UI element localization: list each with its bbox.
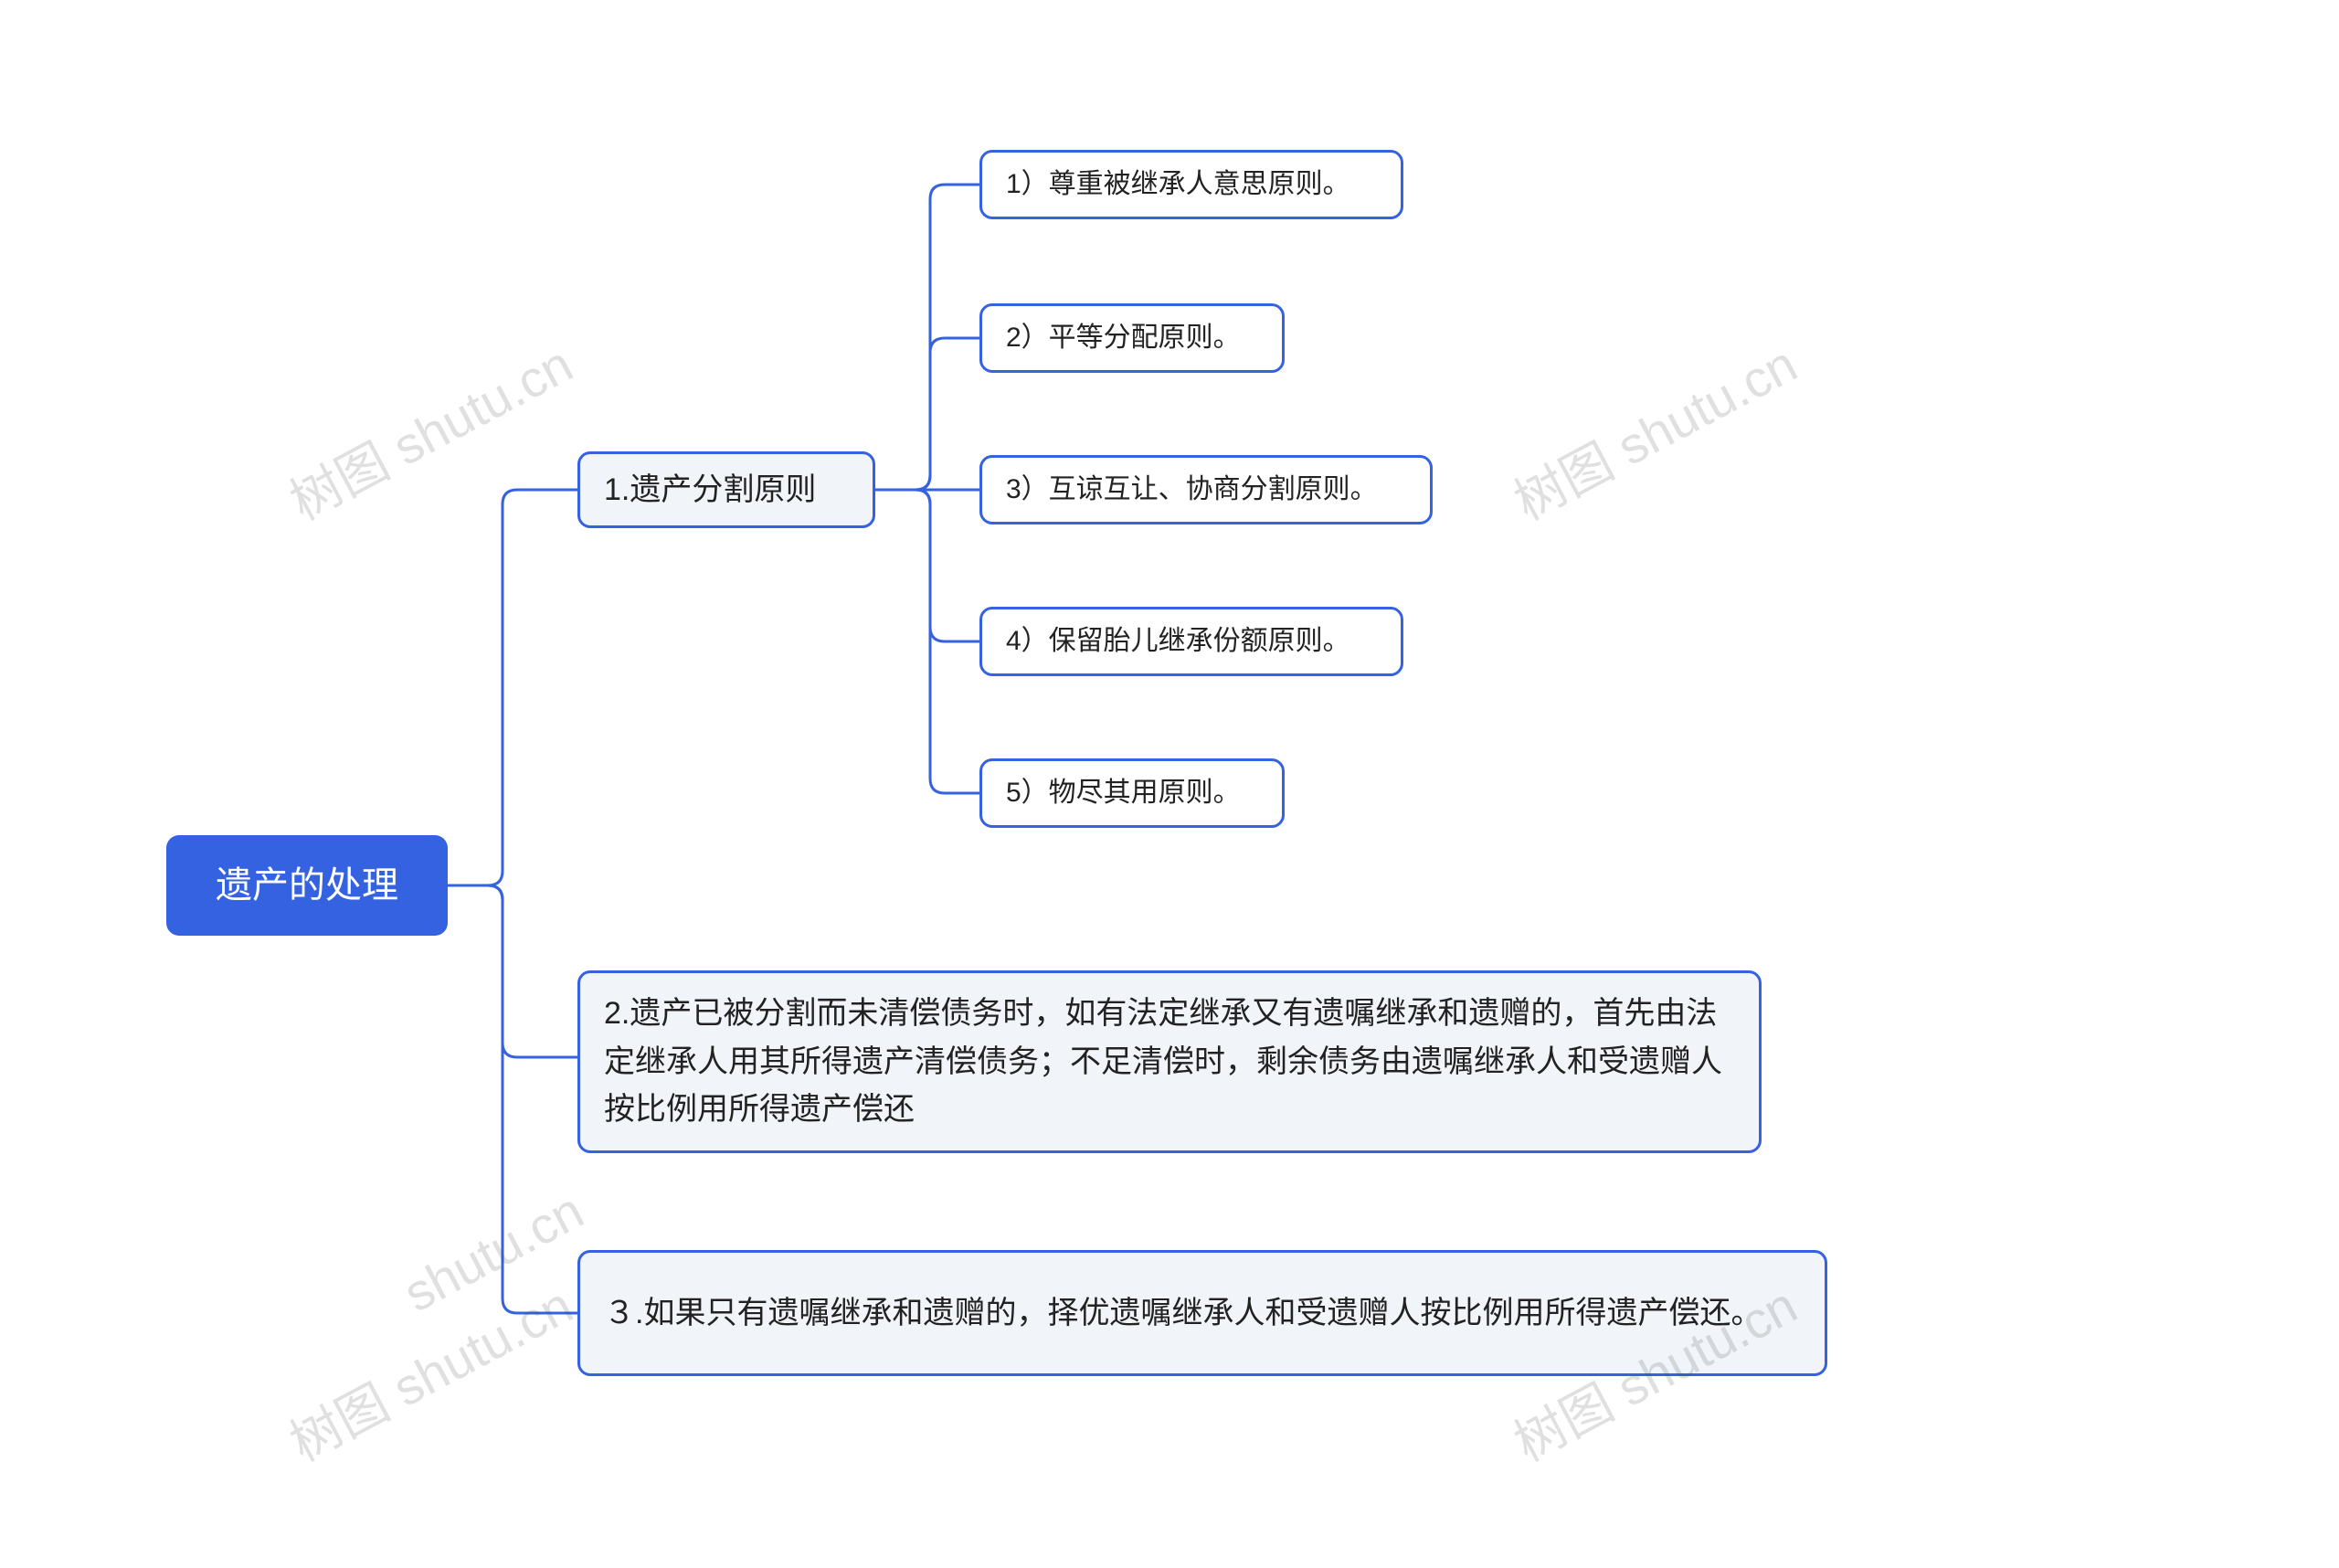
connector xyxy=(448,885,577,1057)
leaf-node-3[interactable]: 3）互谅互让、协商分割原则。 xyxy=(979,455,1433,524)
branch-label: 1.遗产分割原则 xyxy=(604,466,816,514)
leaf-label: 5）物尽其用原则。 xyxy=(1006,772,1241,815)
leaf-label: 3）互谅互让、协商分割原则。 xyxy=(1006,469,1378,512)
connector xyxy=(875,338,979,490)
branch-node-2[interactable]: 2.遗产已被分割而未清偿债务时，如有法定继承又有遗嘱继承和遗赠的，首先由法定继承… xyxy=(577,970,1762,1153)
leaf-node-1[interactable]: 1）尊重被继承人意思原则。 xyxy=(979,150,1403,219)
root-label: 遗产的处理 xyxy=(216,857,398,914)
branch-node-1[interactable]: 1.遗产分割原则 xyxy=(577,451,875,528)
watermark: 树图 shutu.cn xyxy=(275,1266,584,1477)
connector xyxy=(448,490,577,885)
leaf-label: 2）平等分配原则。 xyxy=(1006,317,1241,360)
root-node[interactable]: 遗产的处理 xyxy=(166,835,448,936)
watermark: 树图 shutu.cn xyxy=(1499,324,1808,535)
leaf-node-5[interactable]: 5）物尽其用原则。 xyxy=(979,758,1285,828)
connector xyxy=(875,490,979,641)
branch-label: ３.如果只有遗嘱继承和遗赠的，择优遗嘱继承人和受遗赠人按比例用所得遗产偿还。 xyxy=(604,1289,1762,1338)
connector xyxy=(875,185,979,490)
leaf-label: 4）保留胎儿继承份额原则。 xyxy=(1006,620,1350,663)
leaf-label: 1）尊重被继承人意思原则。 xyxy=(1006,164,1350,207)
connector xyxy=(448,885,577,1313)
watermark: 树图 shutu.cn xyxy=(275,324,584,535)
branch-node-3[interactable]: ３.如果只有遗嘱继承和遗赠的，择优遗嘱继承人和受遗赠人按比例用所得遗产偿还。 xyxy=(577,1250,1827,1376)
connector xyxy=(875,490,979,793)
leaf-node-4[interactable]: 4）保留胎儿继承份额原则。 xyxy=(979,607,1403,676)
branch-label: 2.遗产已被分割而未清偿债务时，如有法定继承又有遗嘱继承和遗赠的，首先由法定继承… xyxy=(604,990,1735,1134)
leaf-node-2[interactable]: 2）平等分配原则。 xyxy=(979,303,1285,373)
mindmap-canvas: 遗产的处理 1.遗产分割原则 2.遗产已被分割而未清偿债务时，如有法定继承又有遗… xyxy=(0,0,2339,1568)
watermark: shutu.cn xyxy=(394,1181,592,1324)
